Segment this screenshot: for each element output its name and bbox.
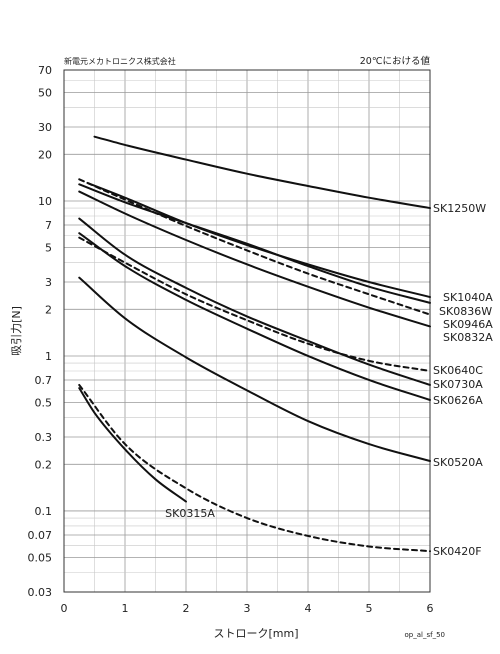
series-line-sk0730a — [78, 217, 431, 386]
y-tick-label: 70 — [38, 64, 52, 77]
y-axis-label: 吸引力[N] — [9, 306, 23, 356]
grid — [63, 69, 431, 593]
y-tick-label: 0.03 — [28, 586, 53, 599]
series-label-sk0315a: SK0315A — [165, 507, 215, 520]
series-line-sk1250w — [93, 135, 431, 210]
series-line-sk0946a — [78, 183, 431, 304]
series-line-sk0836w — [78, 178, 431, 316]
y-tick-label: 0.5 — [35, 397, 53, 410]
series-line-sk0420f — [78, 383, 431, 553]
series-line-sk0640c — [78, 236, 431, 372]
x-axis-label: ストローク[mm] — [213, 627, 298, 640]
series-label-sk0832a: SK0832A — [443, 331, 493, 344]
x-tick-label: 3 — [244, 602, 251, 615]
series-label-sk0836w: SK0836W — [439, 305, 492, 318]
y-tick-label: 20 — [38, 148, 52, 161]
series-label-sk0520a: SK0520A — [433, 456, 483, 469]
y-tick-label: 30 — [38, 121, 52, 134]
series-label-sk0730a: SK0730A — [433, 378, 483, 391]
y-tick-label: 0.3 — [35, 431, 53, 444]
series-line-sk0626a — [78, 232, 431, 401]
series-label-sk0946a: SK0946A — [443, 318, 493, 331]
temperature-note: 20℃における値 — [360, 55, 431, 67]
series-line-sk0832a — [78, 190, 431, 328]
x-tick-label: 1 — [122, 602, 129, 615]
x-tick-label: 2 — [183, 602, 190, 615]
y-tick-label: 50 — [38, 87, 52, 100]
x-tick-labels: 0 1 2 3 4 5 6 — [61, 602, 434, 615]
y-tick-label: 1 — [45, 350, 52, 363]
y-tick-label: 2 — [45, 303, 52, 316]
series-label-sk1250w: SK1250W — [433, 202, 486, 215]
series-label-sk0626a: SK0626A — [433, 394, 483, 407]
series-label-sk0640c: SK0640C — [433, 364, 483, 377]
y-tick-label: 7 — [45, 219, 52, 232]
y-tick-label: 0.07 — [28, 529, 53, 542]
y-tick-label: 0.2 — [35, 458, 53, 471]
figure-code: op_al_sf_50 — [405, 631, 445, 639]
y-tick-labels: 0.03 0.05 0.07 0.1 0.2 0.3 0.5 0.7 1 2 3 5 7 10 20 30 50… — [28, 64, 53, 599]
series-line-sk1040a — [87, 182, 431, 299]
x-tick-label: 5 — [366, 602, 373, 615]
y-tick-label: 5 — [45, 242, 52, 255]
x-tick-label: 4 — [305, 602, 312, 615]
series-label-sk0420f: SK0420F — [433, 545, 482, 558]
series-label-sk1040a: SK1040A — [443, 291, 493, 304]
series-line-sk0315a — [78, 387, 187, 503]
y-tick-label: 10 — [38, 195, 52, 208]
series-line-sk0520a — [78, 276, 431, 463]
y-tick-label: 3 — [45, 276, 52, 289]
y-tick-label: 0.1 — [35, 505, 53, 518]
plot-frame — [63, 69, 431, 593]
x-tick-label: 6 — [427, 602, 434, 615]
company-name: 新電元メカトロニクス株式会社 — [64, 56, 176, 66]
data-series — [78, 135, 431, 553]
x-tick-label: 0 — [61, 602, 68, 615]
y-tick-label: 0.05 — [28, 552, 53, 565]
y-tick-label: 0.7 — [35, 374, 53, 387]
